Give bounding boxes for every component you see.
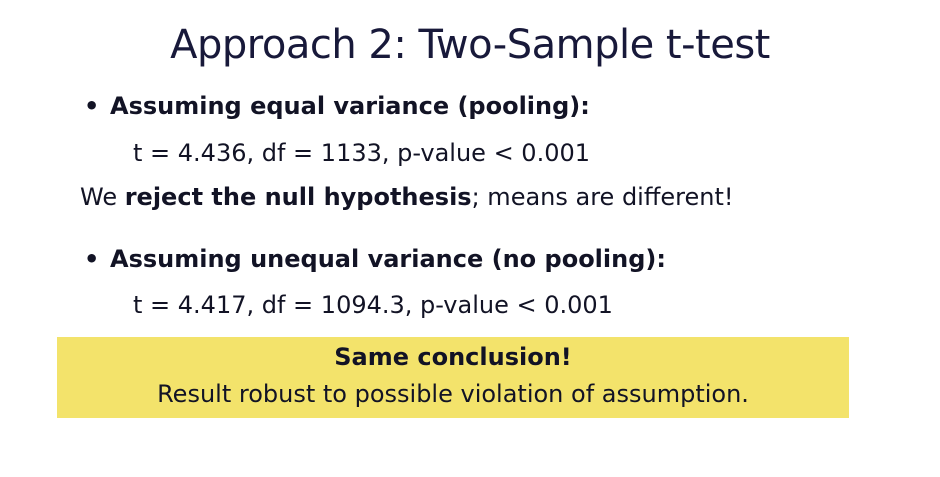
stat-unequal-variance: t = 4.417, df = 1094.3, p-value < 0.001 [133,291,613,319]
bullet-marker: • [84,245,100,273]
bullet-unequal-variance-heading: Assuming unequal variance (no pooling): [110,245,666,273]
conclusion-suffix: ; means are different! [471,183,734,211]
conclusion-prefix: We [80,183,125,211]
highlight-heading: Same conclusion! [334,343,572,371]
highlight-text: Result robust to possible violation of a… [157,380,749,408]
bullet-equal-variance: • Assuming equal variance (pooling): [84,92,590,120]
bullet-unequal-variance: • Assuming unequal variance (no pooling): [84,245,666,273]
slide-title: Approach 2: Two-Sample t-test [170,22,770,68]
bullet-marker: • [84,92,100,120]
bullet-equal-variance-heading: Assuming equal variance (pooling): [110,92,590,120]
stat-equal-variance: t = 4.436, df = 1133, p-value < 0.001 [133,139,591,167]
conclusion-line: We reject the null hypothesis; means are… [80,183,734,211]
highlight-box: Same conclusion! Result robust to possib… [57,337,849,418]
conclusion-emphasis: reject the null hypothesis [124,183,472,211]
